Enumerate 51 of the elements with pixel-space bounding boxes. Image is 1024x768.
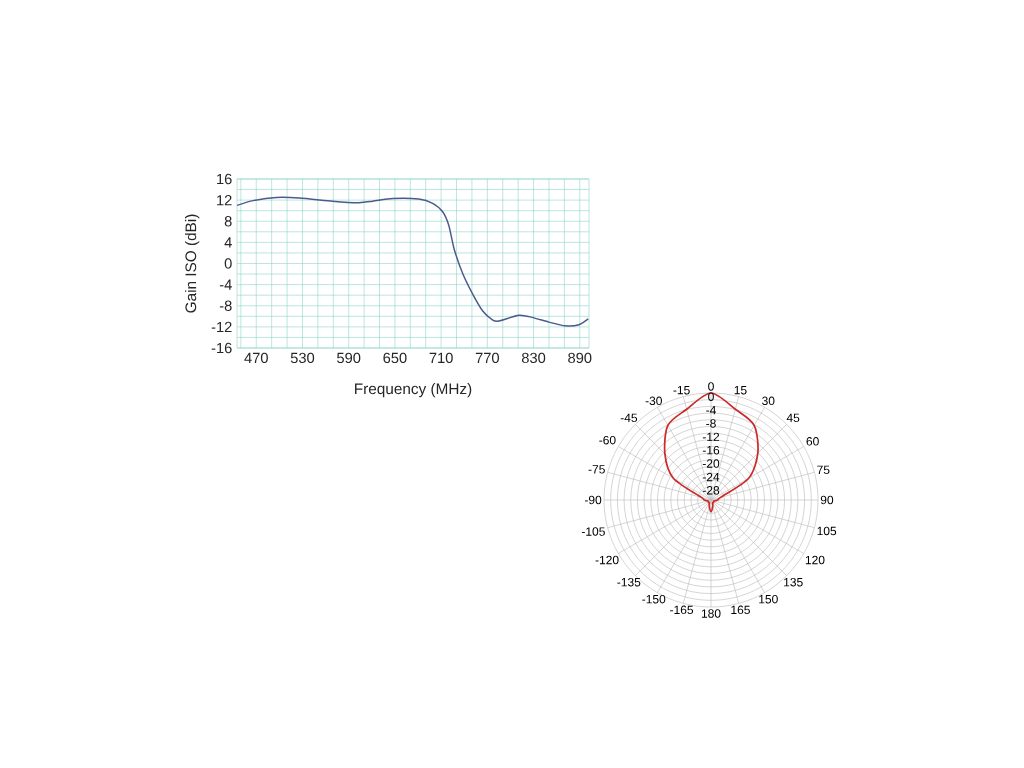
x-tick-label: 650 <box>383 352 407 364</box>
y-tick-label: -24 <box>702 472 720 482</box>
line-series <box>237 196 589 327</box>
y-axis-title: Gain ISO (dBi) <box>185 214 200 313</box>
y-tick-label: -16 <box>702 445 720 455</box>
y-tick-label: -12 <box>702 432 720 442</box>
x-axis-title: Frequency (MHz) <box>355 382 472 398</box>
y-tick-label: 0 <box>708 392 714 401</box>
spoke-label: 105 <box>817 526 837 536</box>
spoke-label: -30 <box>645 396 662 406</box>
y-tick-label: 8 <box>224 216 232 227</box>
spoke-label: -105 <box>581 527 605 536</box>
spoke-label: 60 <box>806 437 819 446</box>
spoke-label: -165 <box>670 605 694 615</box>
spoke-label: 30 <box>762 396 775 406</box>
x-tick-label: 470 <box>244 352 268 364</box>
spoke-label: 120 <box>805 555 825 565</box>
spoke-label: -15 <box>673 386 690 395</box>
spoke-label: 75 <box>817 465 830 475</box>
y-tick-label: 0 <box>224 258 232 269</box>
spoke-label: -45 <box>620 413 638 423</box>
y-tick-label: -8 <box>219 300 232 311</box>
y-tick-label: -28 <box>702 486 720 495</box>
y-tick-label: 16 <box>217 173 232 185</box>
spoke-label: -120 <box>595 555 619 565</box>
y-tick-label: -8 <box>706 419 716 428</box>
x-tick-label: 890 <box>568 352 592 364</box>
spoke-label: 45 <box>786 413 800 423</box>
y-tick-label: -4 <box>706 405 716 415</box>
spoke-label: 15 <box>734 386 747 395</box>
spoke-label: 135 <box>784 577 803 587</box>
x-tick-label: 530 <box>290 352 315 364</box>
x-tick-label: 590 <box>337 352 361 364</box>
x-tick-label: 770 <box>475 352 499 364</box>
y-tick-label: -12 <box>211 321 232 332</box>
y-tick-label: -20 <box>702 459 720 468</box>
y-tick-label: 4 <box>224 237 232 248</box>
spoke-label: -60 <box>599 435 616 445</box>
spoke-label: -75 <box>588 465 605 474</box>
spoke-label: 165 <box>731 605 750 615</box>
x-tick-label: 710 <box>429 352 453 364</box>
spoke-label: 150 <box>759 594 778 604</box>
spoke-label: 180 <box>701 609 721 618</box>
y-tick-label: -4 <box>219 279 232 290</box>
spoke-label: -90 <box>584 495 602 505</box>
y-tick-label: -16 <box>211 342 232 354</box>
spoke-label: 90 <box>820 495 834 505</box>
spoke-label: -135 <box>617 577 641 587</box>
spoke-label: -150 <box>642 594 666 604</box>
y-tick-label: 12 <box>217 195 232 206</box>
x-tick-label: 830 <box>521 352 546 364</box>
